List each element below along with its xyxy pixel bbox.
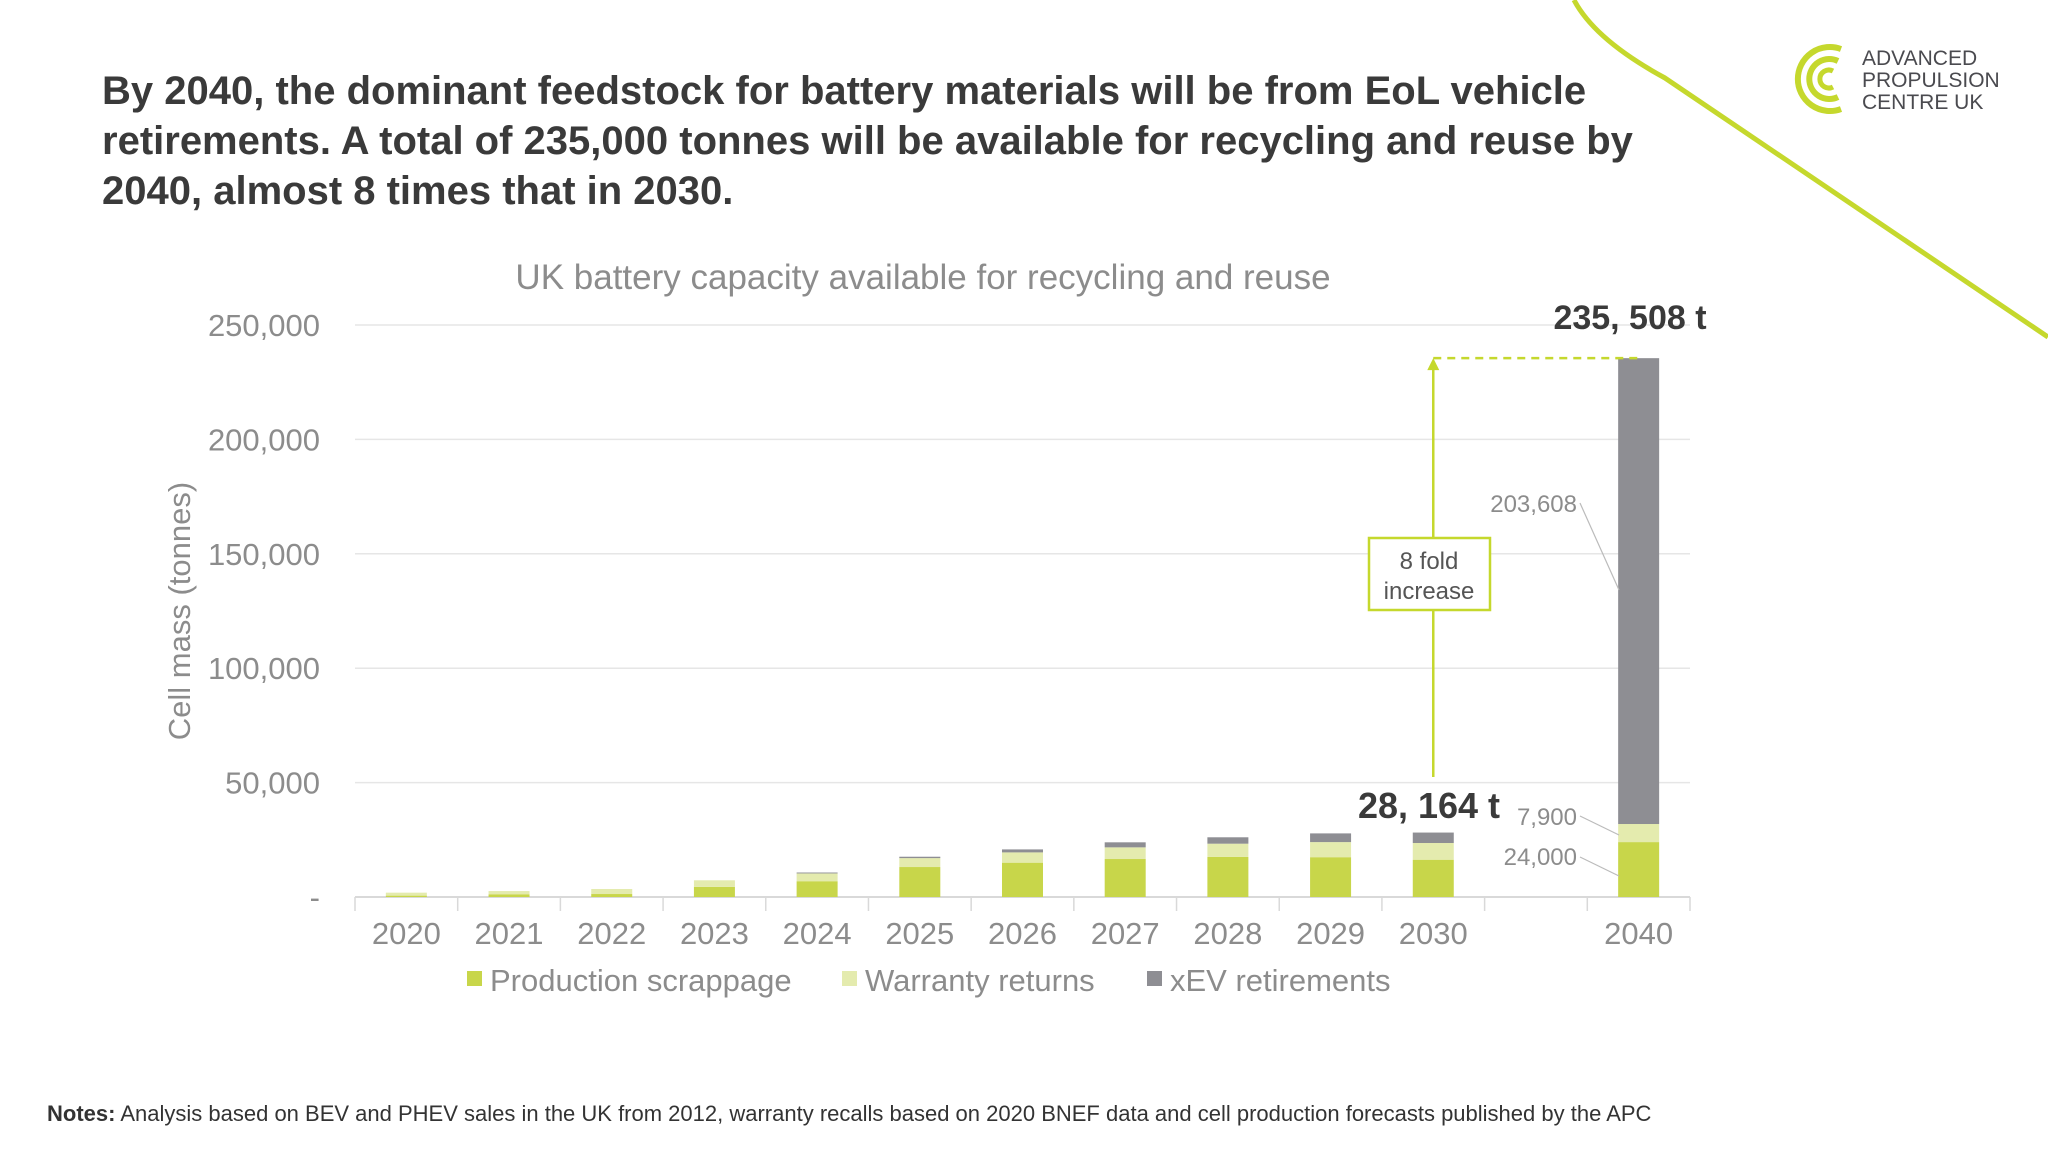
production-2040-label: 24,000 bbox=[1504, 844, 1577, 871]
bar-segment-warranty-returns bbox=[1104, 847, 1146, 860]
increase-box-text: increase bbox=[1384, 578, 1475, 605]
headline: By 2040, the dominant feedstock for batt… bbox=[102, 69, 1633, 213]
bar-segment-production-scrappage bbox=[488, 894, 530, 897]
bar-segment-xev-retirements bbox=[1412, 832, 1454, 844]
y-tick-label: - bbox=[310, 880, 320, 915]
bar-segment-production-scrappage bbox=[796, 881, 838, 897]
bar-segment-production-scrappage bbox=[1207, 856, 1249, 897]
logo-text: ADVANCED PROPULSION CENTRE UK bbox=[1862, 48, 2000, 114]
y-tick-label: 100,000 bbox=[208, 651, 320, 686]
bar-segment-xev-retirements bbox=[1104, 842, 1146, 848]
bar-segment-xev-retirements bbox=[796, 872, 838, 874]
x-tick-label: 2026 bbox=[988, 916, 1057, 951]
bar-segment-warranty-returns bbox=[899, 858, 941, 868]
bar-segment-production-scrappage bbox=[1104, 859, 1146, 897]
bar-segment-warranty-returns bbox=[1412, 843, 1454, 860]
apc-logo-icon bbox=[1794, 44, 1843, 114]
logo-line: ADVANCED bbox=[1862, 47, 1978, 70]
bar-segment-warranty-returns bbox=[488, 891, 530, 895]
notes: Notes: Analysis based on BEV and PHEV sa… bbox=[47, 1101, 1651, 1127]
x-tick-label: 2020 bbox=[372, 916, 441, 951]
y-tick-label: 200,000 bbox=[208, 422, 320, 457]
x-tick-label: 2028 bbox=[1193, 916, 1262, 951]
arrow-head-icon bbox=[1427, 358, 1440, 371]
increase-box-text: 8 fold bbox=[1400, 548, 1459, 575]
legend-swatch bbox=[842, 971, 857, 986]
bar-segment-warranty-returns bbox=[1207, 843, 1249, 857]
bar-segment-warranty-returns bbox=[693, 880, 735, 887]
bar-segment-xev-retirements bbox=[1618, 358, 1660, 825]
legend-label: Warranty returns bbox=[865, 963, 1095, 998]
x-tick-label: 2027 bbox=[1091, 916, 1160, 951]
bar-segment-production-scrappage bbox=[693, 886, 735, 897]
x-tick-label: 2022 bbox=[577, 916, 646, 951]
logo-line: PROPULSION bbox=[1862, 69, 2000, 92]
legend-label: xEV retirements bbox=[1170, 963, 1391, 998]
bar-segment-production-scrappage bbox=[899, 867, 941, 897]
bar-segment-warranty-returns bbox=[1310, 842, 1352, 858]
x-tick-label: 2025 bbox=[885, 916, 954, 951]
legend-swatch bbox=[1147, 971, 1162, 986]
bar-segment-warranty-returns bbox=[591, 888, 633, 895]
bar-segment-xev-retirements bbox=[899, 856, 941, 859]
leader-line bbox=[1579, 815, 1620, 836]
legend-label: Production scrappage bbox=[490, 963, 792, 998]
total-2040-label: 235, 508 t bbox=[1553, 299, 1706, 337]
bar-segment-production-scrappage bbox=[385, 895, 427, 897]
bar-segment-warranty-returns bbox=[1002, 852, 1043, 863]
bar-segment-xev-retirements bbox=[1002, 849, 1043, 853]
bar-segment-warranty-returns bbox=[1618, 824, 1660, 843]
total-2030-label: 28, 164 t bbox=[1358, 785, 1500, 826]
x-tick-label: 2030 bbox=[1399, 916, 1468, 951]
x-tick-label: 2029 bbox=[1296, 916, 1365, 951]
x-tick-label: 2021 bbox=[475, 916, 544, 951]
increase-box bbox=[1367, 536, 1492, 612]
x-tick-label: 2040 bbox=[1604, 916, 1673, 951]
bar-segment-warranty-returns bbox=[385, 892, 427, 896]
bar-segment-production-scrappage bbox=[1310, 857, 1352, 897]
bar-segment-production-scrappage bbox=[1618, 842, 1660, 897]
chart-title: UK battery capacity available for recycl… bbox=[515, 258, 1331, 297]
bar-segment-warranty-returns bbox=[796, 873, 838, 882]
x-tick-label: 2023 bbox=[680, 916, 749, 951]
leader-line bbox=[1579, 856, 1620, 877]
y-tick-label: 250,000 bbox=[208, 308, 320, 343]
bar-segment-production-scrappage bbox=[1002, 862, 1043, 897]
notes-text: Analysis based on BEV and PHEV sales in … bbox=[115, 1101, 1652, 1126]
x-tick-label: 2024 bbox=[783, 916, 852, 951]
notes-label: Notes: bbox=[47, 1101, 116, 1126]
bar-segment-xev-retirements bbox=[1207, 837, 1249, 844]
y-axis-label: Cell mass (tonnes) bbox=[162, 482, 197, 740]
xev-2040-label: 203,608 bbox=[1490, 491, 1577, 518]
warranty-2040-label: 7,900 bbox=[1517, 804, 1577, 831]
legend-swatch bbox=[467, 971, 482, 986]
bar-segment-xev-retirements bbox=[1310, 833, 1352, 843]
leader-line bbox=[1579, 502, 1620, 591]
y-tick-label: 150,000 bbox=[208, 537, 320, 572]
logo-line: CENTRE UK bbox=[1862, 91, 1984, 114]
y-tick-label: 50,000 bbox=[225, 766, 320, 801]
bar-segment-production-scrappage bbox=[1412, 859, 1454, 897]
bar-segment-production-scrappage bbox=[591, 894, 633, 897]
